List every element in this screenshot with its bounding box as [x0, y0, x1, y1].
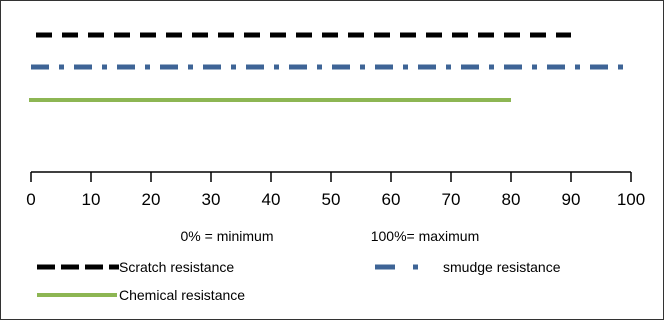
minimum-note: 0% = minimum	[181, 228, 274, 244]
x-tick-label-30: 30	[202, 190, 221, 209]
x-tick-label-60: 60	[382, 190, 401, 209]
x-tick-label-100: 100	[617, 190, 645, 209]
x-tick-label-90: 90	[562, 190, 581, 209]
legend-label-smudge-resistance: smudge resistance	[443, 259, 561, 275]
series-layer	[29, 32, 631, 102]
x-tick-label-80: 80	[502, 190, 521, 209]
maximum-note: 100%= maximum	[371, 228, 480, 244]
x-axis-ticks: 0 10 20 30 40 50 60 70 80 90 100	[26, 172, 645, 209]
x-tick-label-10: 10	[82, 190, 101, 209]
legend: Scratch resistance smudge resistance Chemi…	[37, 259, 561, 303]
x-tick-label-20: 20	[142, 190, 161, 209]
x-tick-label-70: 70	[442, 190, 461, 209]
x-tick-label-50: 50	[322, 190, 341, 209]
x-tick-label-40: 40	[262, 190, 281, 209]
legend-label-chemical-resistance: Chemical resistance	[119, 287, 245, 303]
x-tick-label-0: 0	[26, 190, 35, 209]
legend-label-scratch-resistance: Scratch resistance	[119, 259, 234, 275]
